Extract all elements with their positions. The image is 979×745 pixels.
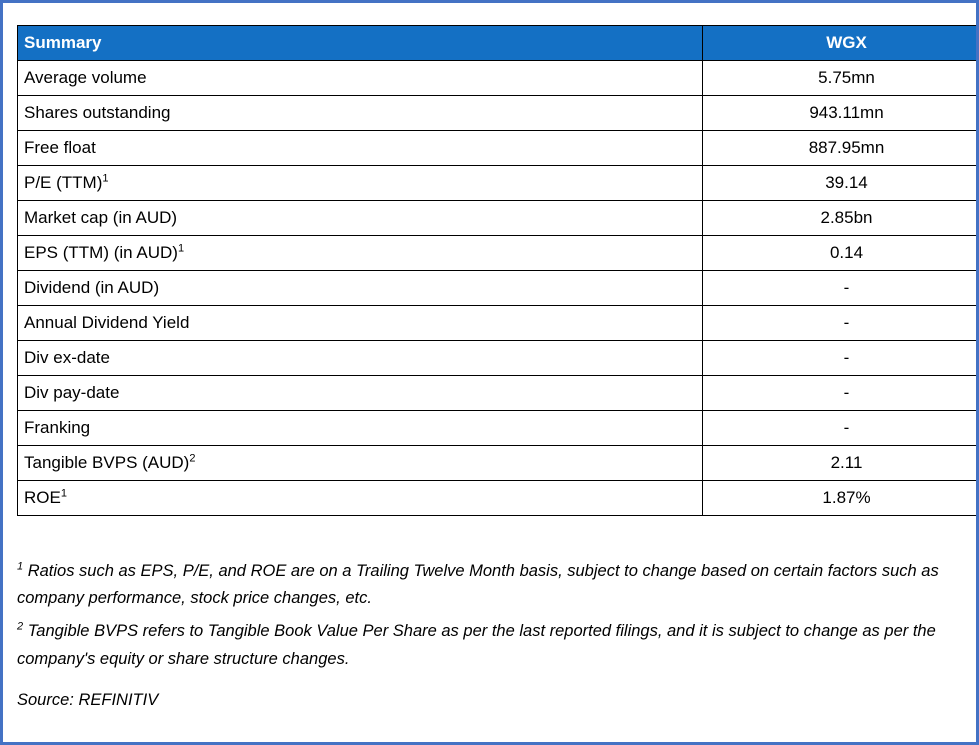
table-body: Average volume 5.75mn Shares outstanding 94… [17,60,976,516]
metric-value: - [702,270,976,306]
footnotes: 1 Ratios such as EPS, P/E, and ROE are o… [17,558,962,673]
metric-value: 943.11mn [702,95,976,131]
header-summary: Summary [17,25,703,61]
metric-value: 2.85bn [702,200,976,236]
table-header-row: Summary WGX [17,25,976,61]
footnote-text: Ratios such as EPS, P/E, and ROE are on … [17,562,939,608]
metric-label: Annual Dividend Yield [17,305,703,341]
metric-label: Average volume [17,60,703,96]
table-row: Market cap (in AUD) 2.85bn [17,200,976,236]
source-line: Source: REFINITIV [17,690,159,709]
metric-value: - [702,410,976,446]
table-row: Free float 887.95mn [17,130,976,166]
table-row: P/E (TTM)1 39.14 [17,165,976,201]
metric-label: Div pay-date [17,375,703,411]
metric-label: Tangible BVPS (AUD)2 [17,445,703,481]
table-row: Average volume 5.75mn [17,60,976,96]
metric-label: Franking [17,410,703,446]
footnote-marker: 2 [189,452,196,465]
table-row: Div ex-date - [17,340,976,376]
footnote: 1 Ratios such as EPS, P/E, and ROE are o… [17,558,962,612]
metric-value: - [702,340,976,376]
table-row: Tangible BVPS (AUD)2 2.11 [17,445,976,481]
metric-value: 887.95mn [702,130,976,166]
metric-label: Market cap (in AUD) [17,200,703,236]
table-row: ROE1 1.87% [17,480,976,516]
metric-label: Shares outstanding [17,95,703,131]
summary-table: Summary WGX Average volume 5.75mn Shares o… [17,25,976,516]
table-row: Dividend (in AUD) - [17,270,976,306]
table-row: Annual Dividend Yield - [17,305,976,341]
metric-label: P/E (TTM)1 [17,165,703,201]
metric-label: Free float [17,130,703,166]
table-row: Franking - [17,410,976,446]
metric-label: Div ex-date [17,340,703,376]
metric-label: EPS (TTM) (in AUD)1 [17,235,703,271]
metric-value: 5.75mn [702,60,976,96]
metric-value: - [702,305,976,341]
footnote-number: 2 [17,620,24,633]
footnote-number: 1 [17,560,24,573]
footnote-marker: 1 [177,242,185,255]
metric-value: 2.11 [702,445,976,481]
footnote: 2 Tangible BVPS refers to Tangible Book … [17,618,962,672]
metric-label: ROE1 [17,480,703,516]
footnote-marker: 1 [60,487,67,500]
footnote-text: Tangible BVPS refers to Tangible Book Va… [17,622,936,668]
header-ticker-wgx: WGX [702,25,976,61]
footnote-marker: 1 [102,172,109,185]
table-row: EPS (TTM) (in AUD)1 0.14 [17,235,976,271]
metric-value: 0.14 [702,235,976,271]
metric-value: - [702,375,976,411]
metric-value: 1.87% [702,480,976,516]
metric-value: 39.14 [702,165,976,201]
metric-label: Dividend (in AUD) [17,270,703,306]
table-row: Div pay-date - [17,375,976,411]
table-row: Shares outstanding 943.11mn [17,95,976,131]
